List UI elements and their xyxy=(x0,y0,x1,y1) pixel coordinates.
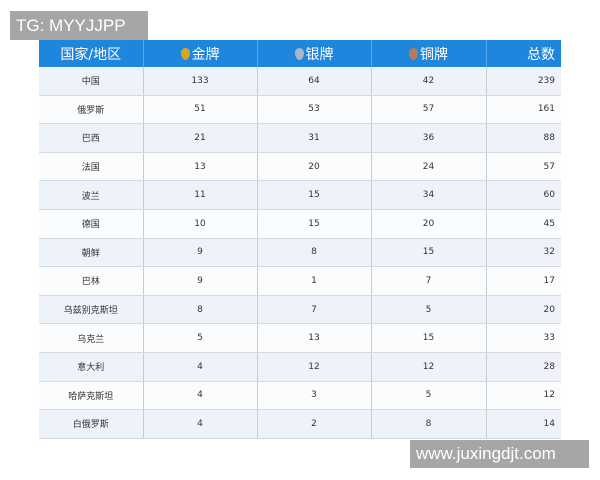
table-cell: 42 xyxy=(371,67,487,96)
table-cell: 9 xyxy=(143,238,258,268)
table-cell: 45 xyxy=(486,209,561,239)
table-cell: 33 xyxy=(486,323,561,353)
table-cell: 乌兹别克斯坦 xyxy=(39,295,144,325)
table-cell: 白俄罗斯 xyxy=(39,409,144,439)
table-cell: 60 xyxy=(486,180,561,210)
table-row: 法国 13 20 24 57 xyxy=(39,152,561,182)
table-cell: 57 xyxy=(486,152,561,182)
table-cell: 64 xyxy=(257,67,372,96)
table-cell: 14 xyxy=(486,409,561,439)
table-cell: 20 xyxy=(371,209,487,239)
table-cell: 21 xyxy=(143,123,258,153)
watermark-bottom: www.juxingdjt.com xyxy=(410,440,589,468)
table-row: 巴西 21 31 36 88 xyxy=(39,123,561,153)
table-cell: 5 xyxy=(371,381,487,411)
table-cell: 7 xyxy=(257,295,372,325)
table-cell: 15 xyxy=(371,238,487,268)
column-header: 国家/地区 xyxy=(39,40,144,67)
table-cell: 15 xyxy=(257,180,372,210)
table-cell: 乌克兰 xyxy=(39,323,144,353)
table-cell: 17 xyxy=(486,266,561,296)
column-header-label: 金牌 xyxy=(191,46,220,63)
table-cell: 57 xyxy=(371,95,487,125)
table-cell: 12 xyxy=(486,381,561,411)
table-cell: 24 xyxy=(371,152,487,182)
table-cell: 10 xyxy=(143,209,258,239)
table-cell: 1 xyxy=(257,266,372,296)
table-cell: 36 xyxy=(371,123,487,153)
table-cell: 哈萨克斯坦 xyxy=(39,381,144,411)
table-cell: 133 xyxy=(143,67,258,96)
table-row: 中国 133 64 42 239 xyxy=(39,67,561,96)
bronze-medal-icon xyxy=(409,47,418,60)
medal-table: 国家/地区 金牌 银牌 铜牌 总数 中国 133 64 42 239 俄罗斯 51 53 57 161 巴西… xyxy=(39,40,561,439)
table-cell: 20 xyxy=(486,295,561,325)
table-cell: 德国 xyxy=(39,209,144,239)
table-cell: 朝鲜 xyxy=(39,238,144,268)
table-cell: 53 xyxy=(257,95,372,125)
table-row: 乌克兰 5 13 15 33 xyxy=(39,323,561,353)
table-cell: 7 xyxy=(371,266,487,296)
table-cell: 中国 xyxy=(39,67,144,96)
table-cell: 88 xyxy=(486,123,561,153)
table-cell: 俄罗斯 xyxy=(39,95,144,125)
table-cell: 8 xyxy=(257,238,372,268)
silver-medal-icon xyxy=(294,47,304,60)
column-header: 总数 xyxy=(486,40,561,67)
column-header-label: 铜牌 xyxy=(420,46,448,63)
table-cell: 波兰 xyxy=(39,180,144,210)
table-cell: 11 xyxy=(143,180,258,210)
table-row: 乌兹别克斯坦 8 7 5 20 xyxy=(39,295,561,325)
table-row: 白俄罗斯 4 2 8 14 xyxy=(39,409,561,439)
table-cell: 意大利 xyxy=(39,352,144,382)
column-header-label: 总数 xyxy=(527,46,555,63)
table-cell: 3 xyxy=(257,381,372,411)
table-row: 波兰 11 15 34 60 xyxy=(39,180,561,210)
table-cell: 28 xyxy=(486,352,561,382)
gold-medal-icon xyxy=(180,47,190,60)
table-cell: 4 xyxy=(143,352,258,382)
table-cell: 239 xyxy=(486,67,561,96)
table-cell: 2 xyxy=(257,409,372,439)
table-cell: 20 xyxy=(257,152,372,182)
table-cell: 8 xyxy=(143,295,258,325)
table-cell: 51 xyxy=(143,95,258,125)
table-row: 俄罗斯 51 53 57 161 xyxy=(39,95,561,125)
table-cell: 32 xyxy=(486,238,561,268)
column-header-label: 银牌 xyxy=(305,46,334,63)
table-cell: 15 xyxy=(257,209,372,239)
table-cell: 31 xyxy=(257,123,372,153)
table-row: 德国 10 15 20 45 xyxy=(39,209,561,239)
table-row: 巴林 9 1 7 17 xyxy=(39,266,561,296)
table-cell: 8 xyxy=(371,409,487,439)
table-row: 哈萨克斯坦 4 3 5 12 xyxy=(39,381,561,411)
table-cell: 15 xyxy=(371,323,487,353)
table-cell: 5 xyxy=(143,323,258,353)
table-cell: 13 xyxy=(143,152,258,182)
column-header: 铜牌 xyxy=(371,40,487,67)
table-cell: 34 xyxy=(371,180,487,210)
table-row: 朝鲜 9 8 15 32 xyxy=(39,238,561,268)
table-cell: 巴林 xyxy=(39,266,144,296)
table-row: 意大利 4 12 12 28 xyxy=(39,352,561,382)
table-cell: 161 xyxy=(486,95,561,125)
column-header: 金牌 xyxy=(143,40,258,67)
watermark-top: TG: MYYJJPP xyxy=(10,11,148,40)
table-cell: 法国 xyxy=(39,152,144,182)
table-cell: 巴西 xyxy=(39,123,144,153)
table-cell: 4 xyxy=(143,409,258,439)
table-cell: 13 xyxy=(257,323,372,353)
column-header-label: 国家/地区 xyxy=(60,46,122,63)
table-cell: 4 xyxy=(143,381,258,411)
table-cell: 12 xyxy=(257,352,372,382)
table-cell: 12 xyxy=(371,352,487,382)
table-cell: 5 xyxy=(371,295,487,325)
header-row: 国家/地区 金牌 银牌 铜牌 总数 xyxy=(39,40,561,67)
column-header: 银牌 xyxy=(257,40,372,67)
table-cell: 9 xyxy=(143,266,258,296)
